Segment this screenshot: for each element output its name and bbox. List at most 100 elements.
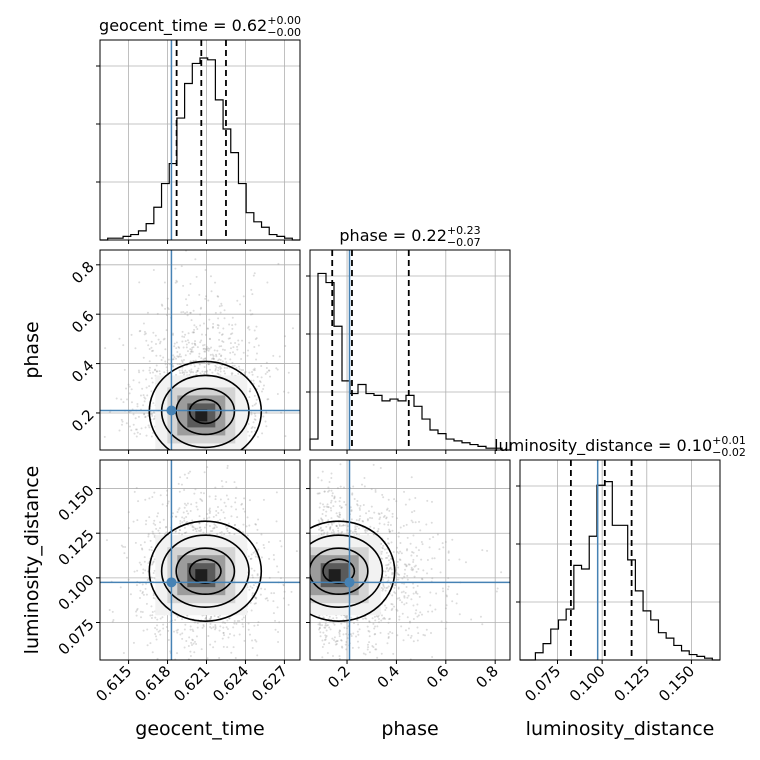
- scatter-point: [382, 588, 385, 591]
- scatter-point: [202, 624, 205, 627]
- scatter-point: [425, 628, 428, 631]
- scatter-point: [240, 503, 243, 506]
- scatter-point: [356, 525, 359, 528]
- scatter-point: [146, 394, 149, 397]
- scatter-point: [232, 346, 235, 349]
- scatter-point: [222, 631, 225, 634]
- scatter-point: [451, 538, 454, 541]
- scatter-point: [241, 623, 244, 626]
- scatter-point: [382, 544, 385, 547]
- scatter-point: [380, 550, 383, 553]
- scatter-point: [387, 576, 390, 579]
- scatter-point: [486, 549, 489, 552]
- scatter-point: [316, 492, 319, 495]
- scatter-point: [253, 412, 256, 415]
- scatter-point: [385, 551, 388, 554]
- scatter-point: [397, 552, 400, 555]
- scatter-point: [251, 404, 254, 407]
- scatter-point: [185, 531, 188, 534]
- scatter-point: [216, 532, 219, 535]
- scatter-point: [352, 622, 355, 625]
- panel-title-phase: phase = 0.22+0.23 −0.07: [339, 224, 480, 249]
- scatter-point: [155, 370, 158, 373]
- scatter-point: [411, 511, 414, 514]
- scatter-point: [194, 621, 197, 624]
- scatter-point: [217, 324, 220, 327]
- scatter-point: [118, 337, 121, 340]
- scatter-point: [135, 610, 138, 613]
- scatter-point: [339, 496, 342, 499]
- scatter-point: [214, 495, 217, 498]
- scatter-point: [155, 638, 158, 641]
- scatter-point: [390, 557, 393, 560]
- scatter-point: [183, 373, 186, 376]
- scatter-point: [214, 627, 217, 630]
- scatter-point: [199, 372, 202, 375]
- scatter-point: [322, 508, 325, 511]
- scatter-point: [191, 350, 194, 353]
- scatter-point: [153, 369, 156, 372]
- scatter-point: [132, 423, 135, 426]
- scatter-point: [199, 324, 202, 327]
- scatter-point: [183, 489, 186, 492]
- scatter-point: [158, 342, 161, 345]
- scatter-point: [406, 574, 409, 577]
- scatter-point: [320, 518, 323, 521]
- scatter-point: [171, 512, 174, 515]
- scatter-point: [198, 515, 201, 518]
- scatter-point: [142, 593, 145, 596]
- scatter-point: [203, 370, 206, 373]
- scatter-point: [383, 523, 386, 526]
- scatter-point: [204, 268, 207, 271]
- scatter-point: [251, 592, 254, 595]
- scatter-point: [419, 529, 422, 532]
- scatter-point: [404, 503, 407, 506]
- scatter-point: [144, 569, 147, 572]
- scatter-point: [236, 620, 239, 623]
- scatter-point: [178, 369, 181, 372]
- scatter-point: [412, 586, 415, 589]
- tick-label-y-luminosity_distance: 0.100: [55, 571, 98, 614]
- scatter-point: [219, 370, 222, 373]
- scatter-point: [151, 651, 154, 654]
- scatter-point: [263, 588, 266, 591]
- scatter-point: [232, 646, 235, 649]
- scatter-point: [356, 503, 359, 506]
- scatter-point: [369, 525, 372, 528]
- scatter-point: [140, 547, 143, 550]
- scatter-point: [152, 418, 155, 421]
- scatter-point: [340, 645, 343, 648]
- scatter-point: [321, 503, 324, 506]
- scatter-point: [243, 371, 246, 374]
- scatter-point: [427, 610, 430, 613]
- scatter-point: [183, 502, 186, 505]
- scatter-point: [372, 533, 375, 536]
- scatter-point: [350, 509, 353, 512]
- scatter-point: [180, 483, 183, 486]
- scatter-point: [321, 512, 324, 515]
- scatter-point: [123, 552, 126, 555]
- scatter-point: [259, 593, 262, 596]
- scatter-point: [405, 549, 408, 552]
- scatter-point: [380, 652, 383, 655]
- scatter-point: [387, 579, 390, 582]
- scatter-point: [416, 603, 419, 606]
- scatter-point: [220, 302, 223, 305]
- scatter-point: [218, 629, 221, 632]
- scatter-point: [180, 265, 183, 268]
- scatter-point: [155, 370, 158, 373]
- scatter-point: [224, 665, 226, 667]
- scatter-point: [222, 632, 225, 635]
- scatter-point: [221, 364, 224, 367]
- scatter-point: [447, 577, 450, 580]
- scatter-point: [379, 466, 382, 469]
- scatter-point: [326, 503, 329, 506]
- tick-label-x-phase: 0.4: [374, 662, 404, 692]
- scatter-point: [144, 415, 147, 418]
- scatter-point: [251, 313, 254, 316]
- scatter-point: [417, 614, 420, 617]
- scatter-point: [229, 347, 232, 350]
- title-lower-error: −0.02: [712, 446, 746, 459]
- scatter-point: [122, 344, 125, 347]
- scatter-point: [155, 527, 158, 530]
